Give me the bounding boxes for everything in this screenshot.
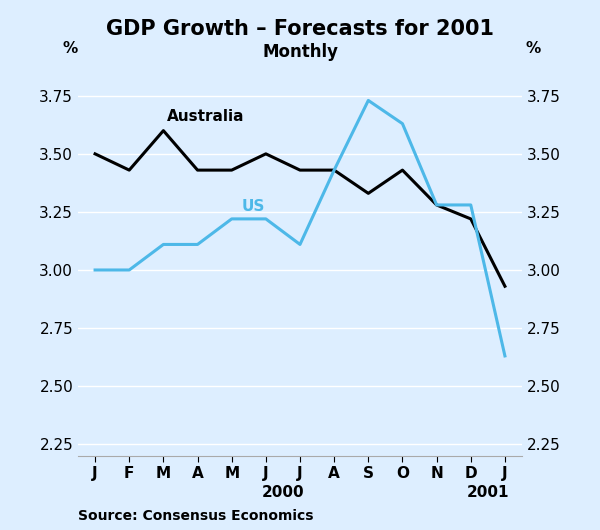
Text: Source: Consensus Economics: Source: Consensus Economics — [78, 509, 314, 523]
Text: Monthly: Monthly — [262, 43, 338, 61]
Text: GDP Growth – Forecasts for 2001: GDP Growth – Forecasts for 2001 — [106, 19, 494, 39]
Text: 2000: 2000 — [262, 485, 304, 500]
Text: %: % — [63, 41, 78, 56]
Text: 2001: 2001 — [467, 485, 509, 500]
Text: Australia: Australia — [167, 109, 244, 123]
Text: %: % — [526, 41, 541, 56]
Text: US: US — [242, 199, 265, 214]
